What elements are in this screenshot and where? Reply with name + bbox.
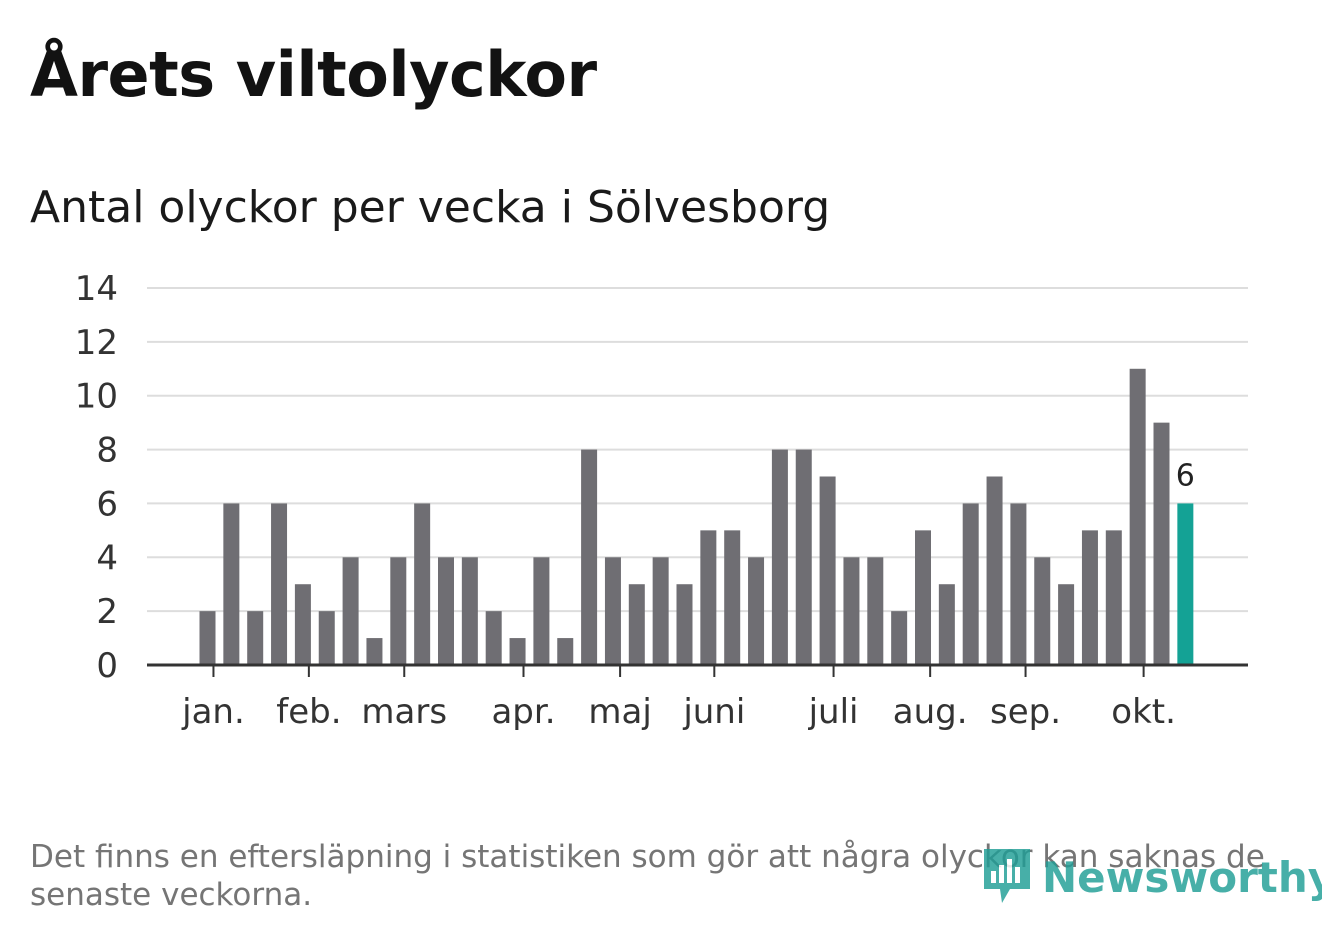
y-tick-label: 10 <box>75 377 118 417</box>
bar <box>247 611 264 665</box>
bar <box>223 503 240 665</box>
bar <box>843 557 860 665</box>
x-tick-label: juni <box>682 692 745 732</box>
bar <box>485 611 502 665</box>
bar <box>700 530 717 665</box>
bar <box>748 557 765 665</box>
bar <box>342 557 359 665</box>
bar <box>461 557 478 665</box>
bar <box>891 611 908 665</box>
bar <box>390 557 407 665</box>
bar <box>795 449 812 665</box>
bar <box>1129 368 1146 665</box>
bar <box>366 638 383 665</box>
bar <box>938 584 955 665</box>
bar <box>509 638 526 665</box>
chart-subtitle: Antal olyckor per vecka i Sölvesborg <box>30 182 831 233</box>
bar <box>628 584 645 665</box>
x-tick-label: juli <box>808 692 859 732</box>
x-tick-label: feb. <box>276 692 341 732</box>
y-tick-label: 0 <box>96 646 118 686</box>
bar <box>1010 503 1027 665</box>
x-tick-label: okt. <box>1111 692 1176 732</box>
y-tick-label: 4 <box>96 538 118 578</box>
bar <box>819 476 836 665</box>
bar <box>962 503 979 665</box>
y-tick-label: 2 <box>96 592 118 632</box>
bar <box>1081 530 1098 665</box>
bar <box>986 476 1003 665</box>
brand-name: Newsworthy <box>1042 852 1322 902</box>
x-tick-label: mars <box>361 692 447 732</box>
bar <box>867 557 884 665</box>
bar <box>414 503 431 665</box>
x-tick-label: jan. <box>181 692 245 732</box>
bar <box>199 611 216 665</box>
footnote: Det finns en eftersläpning i statistiken… <box>30 839 1265 913</box>
y-tick-label: 12 <box>75 323 118 363</box>
bar-highlight <box>1177 503 1194 665</box>
y-tick-label: 14 <box>75 269 118 309</box>
bar <box>652 557 669 665</box>
bar <box>1034 557 1051 665</box>
x-tick-label: aug. <box>893 692 968 732</box>
bar <box>724 530 741 665</box>
bar <box>1153 422 1170 665</box>
bar-data-label: 6 <box>1176 458 1195 493</box>
bar <box>557 638 574 665</box>
y-tick-label: 6 <box>96 484 118 524</box>
bar-chart-speech-bubble-icon <box>984 849 1030 903</box>
x-tick-label: apr. <box>491 692 555 732</box>
bar <box>581 449 598 665</box>
bar <box>271 503 288 665</box>
bar <box>604 557 621 665</box>
bar <box>1058 584 1075 665</box>
newsworthy-logo: Newsworthy <box>980 842 1322 912</box>
bar <box>915 530 931 665</box>
x-tick-label: sep. <box>990 692 1061 732</box>
bar <box>533 557 550 665</box>
x-tick-label: maj <box>588 692 651 732</box>
bar-chart: 0 2 4 6 8 10 12 14 6 jan. feb. mars apr. maj juni juli a… <box>75 269 1248 732</box>
bar <box>771 449 788 665</box>
bar <box>294 584 311 665</box>
bar <box>1105 530 1122 665</box>
bar <box>438 557 454 665</box>
bar <box>676 584 693 665</box>
bar <box>318 611 335 665</box>
chart-title: Årets viltolyckor <box>30 38 597 111</box>
y-tick-label: 8 <box>96 431 118 471</box>
